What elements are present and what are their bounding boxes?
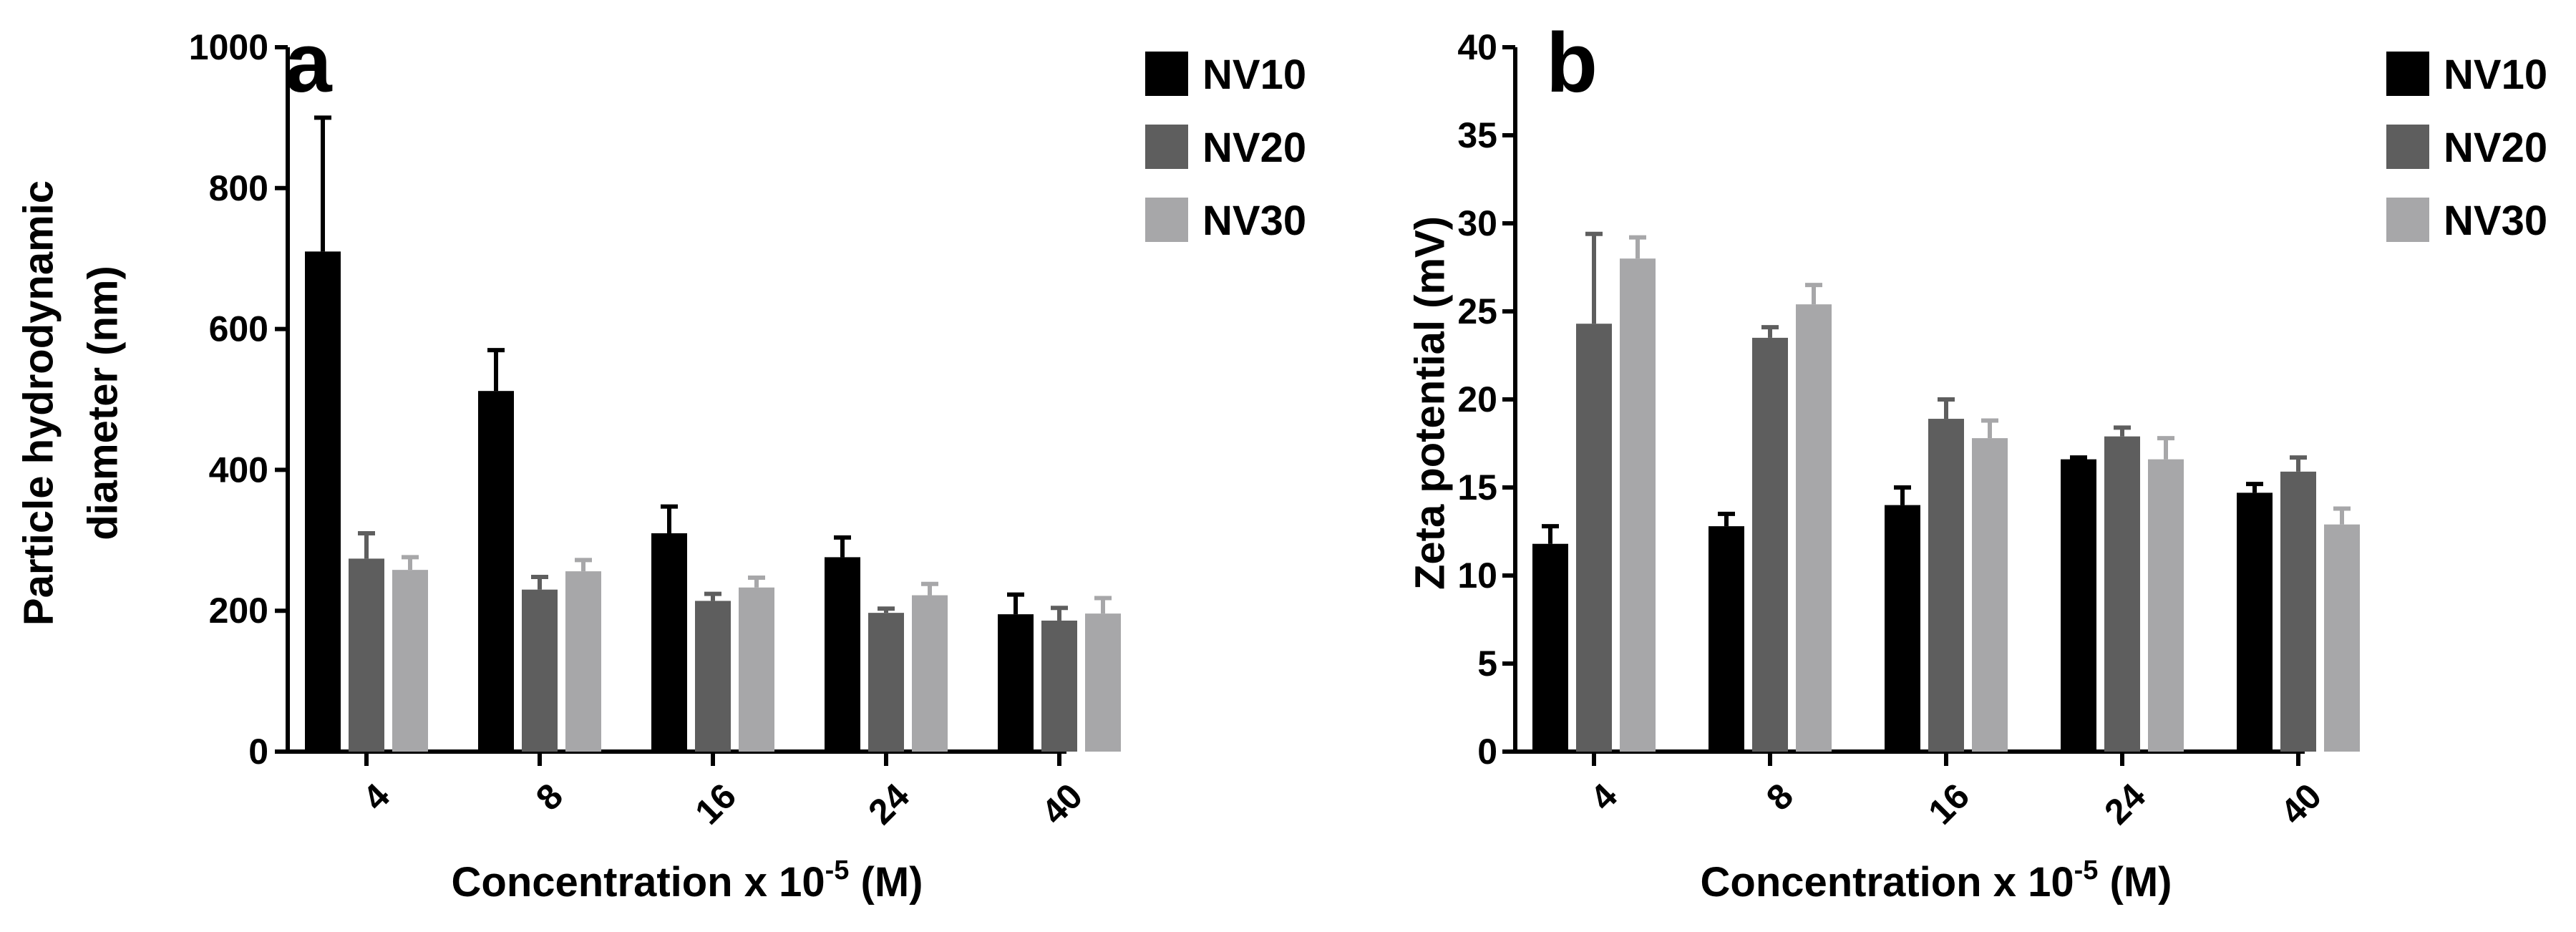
legend-label-nv10: NV10 (1202, 52, 1306, 98)
x-tick-label: 24 (860, 776, 917, 833)
bar-nv30-24 (912, 595, 948, 752)
x-tick-label: 16 (687, 776, 744, 833)
bar-nv20-16 (695, 601, 731, 752)
x-tick-label: 4 (355, 776, 397, 818)
x-tick-label: 4 (1583, 776, 1625, 818)
bar-nv20-4 (1576, 324, 1612, 752)
y-tick-label: 20 (1457, 379, 1497, 419)
legend-label-nv20: NV20 (1202, 125, 1306, 171)
legend-swatch-nv30 (1145, 198, 1188, 242)
x-tick-label: 40 (1034, 776, 1090, 833)
x-tick-label: 16 (1920, 776, 1977, 833)
chart-a: a 0 200 400 600 800 1000 Particle hydrodynamic d… (15, 16, 1306, 906)
bar-nv20-4 (349, 558, 384, 752)
y-tick-label: 15 (1457, 467, 1497, 508)
y-tick-label: 600 (209, 309, 268, 349)
legend-label-nv10: NV10 (2444, 52, 2547, 98)
x-axis-title-unit: (M) (849, 859, 923, 906)
bar-nv20-8 (1752, 337, 1788, 752)
bar-nv30-8 (1796, 304, 1832, 752)
bar-nv10-8 (1709, 526, 1744, 752)
bar-nv20-40 (2280, 471, 2316, 752)
bar-nv10-4 (305, 251, 341, 752)
bar-nv10-16 (651, 533, 687, 752)
bar-nv20-24 (868, 613, 904, 752)
y-tick-label: 400 (209, 450, 268, 490)
y-tick-label: 5 (1477, 644, 1497, 684)
chart-b: b 0 5 10 15 20 25 30 35 40 Zeta potential (mV) 4 8 16… (1406, 16, 2547, 906)
bar-nv30-24 (2148, 459, 2184, 752)
y-tick-label: 10 (1457, 555, 1497, 596)
bar-nv20-16 (1928, 419, 1964, 752)
y-tick-label: 30 (1457, 203, 1497, 243)
panel-letter: b (1546, 16, 1598, 110)
x-axis-title-main: Concentration x 10 (452, 859, 825, 906)
y-tick-label: 0 (1477, 732, 1497, 772)
x-tick-label: 40 (2273, 776, 2329, 833)
x-axis-title: Concentration x 10-5 (M) (1701, 855, 2172, 906)
x-axis-title: Concentration x 10-5 (M) (452, 855, 923, 906)
x-tick-label: 8 (528, 776, 570, 818)
y-tick-label: 40 (1457, 27, 1497, 67)
x-axis-title-unit: (M) (2098, 859, 2172, 906)
bar-nv30-4 (392, 570, 428, 752)
y-tick-label: 1000 (189, 27, 268, 67)
y-tick-label: 0 (248, 732, 268, 772)
bar-nv10-4 (1532, 543, 1568, 752)
bar-nv30-40 (2324, 524, 2360, 752)
bar-nv30-8 (565, 571, 601, 752)
y-tick-label: 200 (209, 591, 268, 631)
x-axis-title-superscript: -5 (2074, 855, 2099, 885)
legend-label-nv20: NV20 (2444, 125, 2547, 171)
bar-nv30-4 (1620, 258, 1656, 752)
bar-nv30-40 (1085, 613, 1121, 752)
bar-nv20-8 (522, 589, 558, 752)
legend-swatch-nv20 (2386, 125, 2429, 169)
bar-nv10-8 (478, 391, 514, 752)
bar-nv10-24 (2061, 459, 2096, 752)
bar-nv10-40 (998, 614, 1034, 752)
legend-swatch-nv20 (1145, 125, 1188, 169)
y-axis-title: Zeta potential (mV) (1406, 216, 1453, 590)
legend-swatch-nv10 (1145, 52, 1188, 96)
bar-nv10-24 (825, 557, 860, 752)
y-tick-label: 800 (209, 168, 268, 208)
y-axis-title: Particle hydrodynamic (15, 180, 62, 626)
legend-swatch-nv30 (2386, 198, 2429, 242)
y-axis-title: diameter (nm) (79, 266, 126, 540)
legend-swatch-nv10 (2386, 52, 2429, 96)
y-tick-label: 35 (1457, 115, 1497, 155)
x-axis-title-superscript: -5 (825, 855, 850, 885)
x-axis-title-main: Concentration x 10 (1701, 859, 2074, 906)
bar-nv20-24 (2104, 436, 2140, 752)
panel-letter: a (285, 16, 333, 110)
legend-label-nv30: NV30 (1202, 198, 1306, 244)
bar-nv10-40 (2237, 492, 2273, 752)
bar-nv30-16 (739, 587, 774, 752)
y-tick-label: 25 (1457, 291, 1497, 331)
x-tick-label: 8 (1759, 776, 1801, 818)
x-tick-label: 24 (2096, 776, 2153, 833)
bar-nv20-40 (1041, 620, 1077, 752)
bar-nv10-16 (1885, 505, 1920, 752)
legend-label-nv30: NV30 (2444, 198, 2547, 244)
bar-nv30-16 (1972, 438, 2008, 752)
